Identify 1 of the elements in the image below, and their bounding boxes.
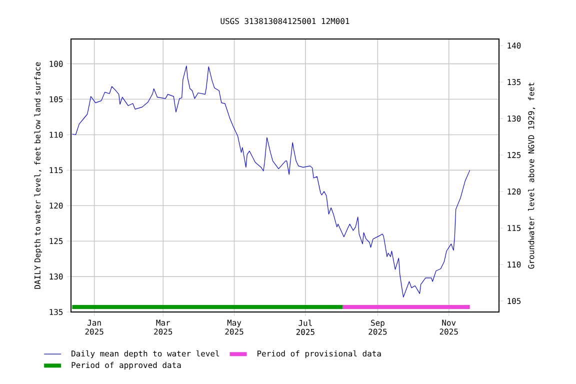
line-series bbox=[72, 66, 470, 298]
